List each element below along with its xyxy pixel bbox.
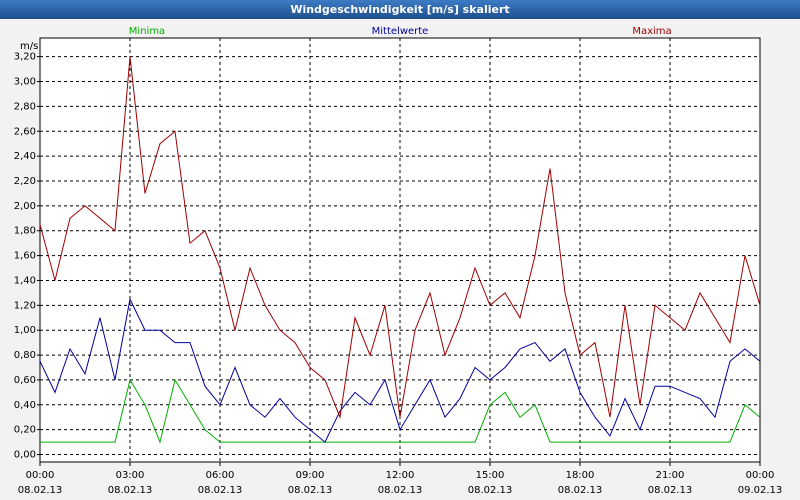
- x-tick-date: 08.02.13: [108, 485, 153, 496]
- series-line: [39, 297, 761, 443]
- y-tick-label: 0,40: [14, 400, 36, 411]
- y-tick-label: 1,20: [14, 300, 36, 311]
- x-tick-label: 06:00: [206, 470, 235, 481]
- x-tick-label: 00:00: [746, 470, 775, 481]
- x-tick-date: 08.02.13: [468, 485, 513, 496]
- series-line: [39, 56, 761, 420]
- x-tick-date: 08.02.13: [558, 485, 603, 496]
- legend-label: Maxima: [632, 26, 671, 37]
- y-tick-label: 2,00: [14, 201, 36, 212]
- y-tick-label: 2,40: [14, 151, 36, 162]
- x-tick-label: 03:00: [116, 470, 145, 481]
- x-tick-label: 15:00: [476, 470, 505, 481]
- y-tick-label: 0,80: [14, 350, 36, 361]
- y-tick-label: 3,00: [14, 77, 36, 88]
- y-tick-label: 1,60: [14, 251, 36, 262]
- x-tick-date: 09.02.13: [738, 485, 783, 496]
- plot: 0,00 0,20 0,40 0,60 0,80 1,00 1,20 1,40 1,60 1,80…: [14, 26, 783, 496]
- y-tick-label: 0,60: [14, 375, 36, 386]
- x-tick-label: 12:00: [386, 470, 415, 481]
- y-unit: m/s: [20, 41, 38, 52]
- y-tick-label: 1,80: [14, 226, 36, 237]
- y-tick-label: 1,00: [14, 325, 36, 336]
- chart-title: Windgeschwindigkeit [m/s] skaliert: [290, 3, 509, 16]
- x-tick-label: 21:00: [656, 470, 685, 481]
- x-tick-label: 00:00: [26, 470, 55, 481]
- x-tick-date: 08.02.13: [288, 485, 333, 496]
- y-tick-label: 3,20: [14, 52, 36, 63]
- x-tick-date: 08.02.13: [378, 485, 423, 496]
- legend-label: Minima: [129, 26, 165, 37]
- y-tick-label: 2,60: [14, 126, 36, 137]
- x-tick-label: 18:00: [566, 470, 595, 481]
- x-tick-label: 09:00: [296, 470, 325, 481]
- x-tick-date: 08.02.13: [18, 485, 63, 496]
- x-tick-date: 08.02.13: [648, 485, 693, 496]
- legend-label: Mittelwerte: [372, 26, 429, 37]
- title-bar: [0, 0, 800, 19]
- y-tick-label: 1,40: [14, 275, 36, 286]
- y-tick-label: 0,20: [14, 425, 36, 436]
- y-tick-label: 2,80: [14, 101, 36, 112]
- y-tick-label: 0,00: [14, 450, 36, 461]
- series-line: [40, 378, 761, 444]
- x-tick-date: 08.02.13: [198, 485, 243, 496]
- y-tick-label: 2,20: [14, 176, 36, 187]
